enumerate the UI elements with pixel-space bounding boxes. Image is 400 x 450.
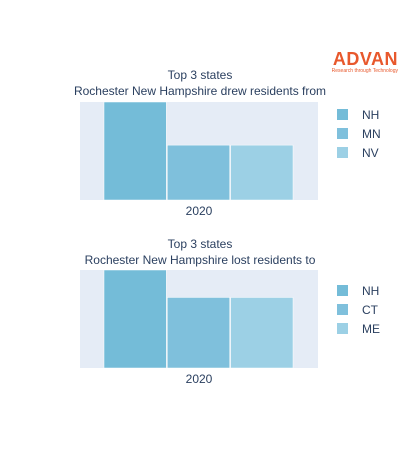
legend-swatch-nv	[337, 147, 348, 158]
bar-me	[230, 297, 294, 369]
bar-mn	[167, 144, 230, 201]
chart-title: Top 3 states	[168, 68, 233, 82]
chart-subtitle: Rochester New Hampshire lost residents t…	[85, 253, 316, 267]
brand-tagline: Research through Technology	[331, 68, 398, 74]
legend-label-nh: NH	[362, 108, 379, 122]
legend-swatch-nh	[337, 109, 348, 120]
bar-ct	[167, 297, 230, 369]
legend-swatch-nh	[337, 285, 348, 296]
chart-subtitle: Rochester New Hampshire drew residents f…	[74, 84, 326, 98]
legend-label-mn: MN	[362, 127, 381, 141]
x-tick-label: 2020	[186, 204, 213, 218]
chart-title: Top 3 states	[168, 237, 233, 251]
x-tick-label: 2020	[186, 372, 213, 386]
legend-swatch-me	[337, 323, 348, 334]
brand-logo: ADVAN Research through Technology	[326, 50, 398, 75]
legend-label-nv: NV	[362, 146, 379, 160]
legend-swatch-mn	[337, 128, 348, 139]
legend-label-nh: NH	[362, 284, 379, 298]
legend-swatch-ct	[337, 304, 348, 315]
bar-nh	[103, 101, 167, 201]
bar-nv	[230, 144, 294, 201]
brand-name: ADVAN	[332, 49, 398, 69]
legend-label-me: ME	[362, 322, 380, 336]
bar-nh	[103, 269, 167, 369]
legend-label-ct: CT	[362, 303, 379, 317]
